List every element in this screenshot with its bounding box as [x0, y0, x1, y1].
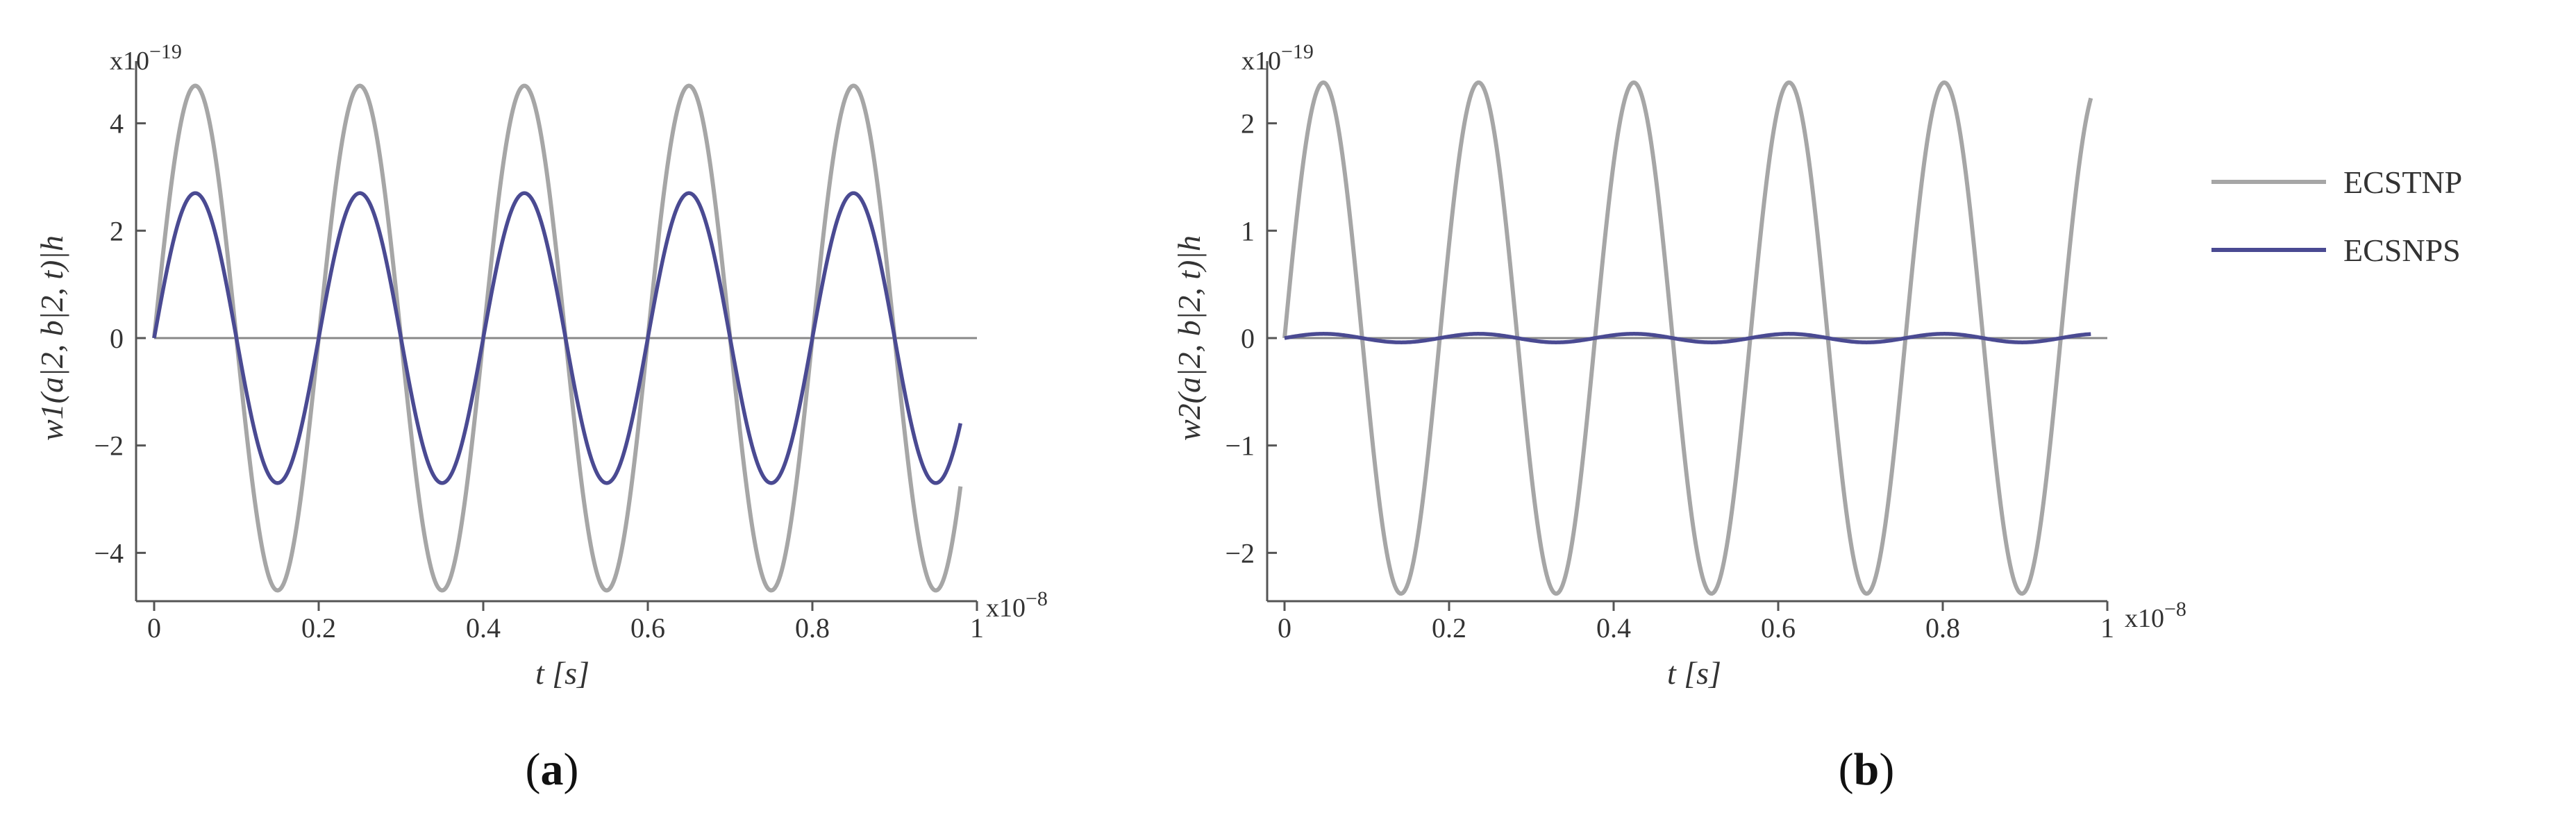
x-exponent-label: x10−8 — [986, 587, 1048, 623]
y-tick-label: 2 — [110, 215, 124, 246]
text-fragment: ( — [526, 744, 541, 795]
x-tick-label: 0.2 — [1432, 612, 1466, 644]
x-exponent-label: x10−8 — [2125, 598, 2186, 633]
text-fragment: −19 — [149, 40, 182, 63]
legend: ECSTNP ECSNPS — [2211, 165, 2462, 268]
y-tick-label: −2 — [1225, 537, 1255, 569]
x-axis-label: t [s] — [1667, 655, 1721, 691]
series-line-ecstnp — [152, 83, 963, 593]
y-axis-label: w1(a|2, b|2, t)|h — [34, 235, 69, 441]
y-tick-label: −4 — [94, 537, 124, 569]
y-axis-label: w2(a|2, b|2, t)|h — [1171, 235, 1207, 441]
y-tick-label: 0 — [110, 323, 124, 354]
y-tick-label: 2 — [1241, 108, 1255, 140]
y-tick-label: 0 — [1241, 323, 1255, 354]
text-fragment: b — [1854, 744, 1880, 795]
text-fragment: x10 — [986, 594, 1026, 623]
x-tick-label: 0.4 — [1596, 612, 1631, 644]
x-tick-label: 0.2 — [301, 612, 336, 644]
panel-caption: (b) — [1839, 744, 1895, 795]
x-tick-label: 0.6 — [630, 612, 665, 644]
legend-label: ECSNPS — [2343, 233, 2461, 268]
panel-caption: (a) — [526, 744, 579, 795]
text-fragment: x10 — [1241, 47, 1281, 76]
text-fragment: −8 — [1026, 587, 1048, 610]
text-fragment: x10 — [110, 47, 149, 76]
y-tick-label: 4 — [110, 108, 124, 140]
x-tick-label: 0.8 — [795, 612, 830, 644]
x-tick-label: 0.4 — [466, 612, 501, 644]
legend-label: ECSTNP — [2343, 165, 2462, 200]
x-tick-label: 0 — [1278, 612, 1291, 644]
y-exponent-label: x10−19 — [1241, 40, 1314, 76]
x-tick-label: 0.8 — [1925, 612, 1960, 644]
x-axis-label: t [s] — [535, 655, 589, 691]
y-tick-label: −2 — [94, 430, 124, 462]
y-exponent-label: x10−19 — [110, 40, 182, 76]
panel-b: 0 0.2 0.4 0.6 0.8 1 −2 −1 0 1 2 t [s] w2(a|2, b|2, t… — [1171, 40, 2186, 795]
x-tick-label: 0.6 — [1761, 612, 1796, 644]
text-fragment: ( — [1839, 744, 1854, 795]
series-line-ecsnps — [1284, 332, 2092, 344]
text-fragment: x10 — [2125, 604, 2164, 633]
text-fragment: a — [541, 744, 564, 795]
text-fragment: ) — [564, 744, 579, 795]
text-fragment: ) — [1879, 744, 1894, 795]
x-tick-label: 0 — [147, 612, 161, 644]
x-tick-label: 1 — [970, 612, 984, 644]
x-tick-label: 1 — [2100, 612, 2114, 644]
y-tick-label: 1 — [1241, 215, 1255, 246]
panel-a: 0 0.2 0.4 0.6 0.8 1 −4 −2 0 2 4 t [s] w1(a|2, b|2, t… — [34, 40, 1048, 795]
series-line-ecsnps — [152, 191, 962, 485]
text-fragment: −19 — [1281, 40, 1314, 63]
series-line-ecstnp — [1282, 80, 2093, 596]
text-fragment: −8 — [2164, 598, 2186, 621]
y-tick-label: −1 — [1225, 430, 1255, 462]
